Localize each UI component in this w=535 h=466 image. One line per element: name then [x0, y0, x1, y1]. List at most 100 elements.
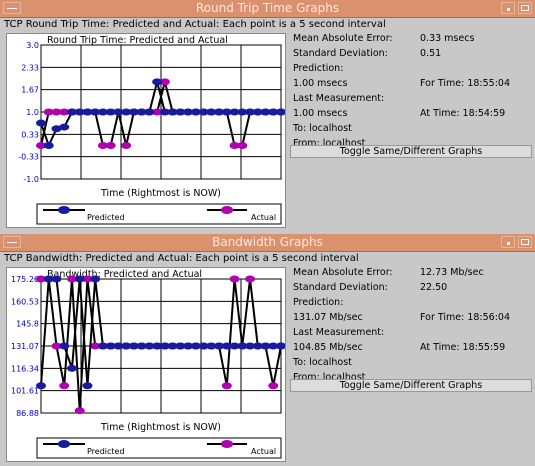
chart-title: Bandwidth: Predicted and Actual	[47, 269, 202, 280]
data-point-predicted	[74, 108, 85, 116]
graph-heading: TCP Bandwidth: Predicted and Actual: Eac…	[4, 253, 359, 264]
prediction-time: For Time: 18:55:04	[420, 78, 510, 89]
prediction-time: For Time: 18:56:04	[420, 312, 510, 323]
rtt-chart-svg: Round Trip Time: Predicted and Actual 3.0…	[18, 35, 285, 225]
data-point-actual	[82, 275, 93, 283]
data-point-predicted	[167, 342, 178, 350]
data-point-actual	[43, 108, 54, 116]
data-point-actual	[59, 382, 70, 390]
legend-label-predicted: Predicted	[87, 447, 125, 456]
y-tick-label: 116.34	[11, 364, 39, 373]
to-host: To: localhost	[293, 357, 352, 368]
bandwidth-chart-svg: Bandwidth: Predicted and Actual 175.26 160…	[11, 269, 285, 459]
data-point-actual	[221, 382, 232, 390]
data-point-predicted	[66, 364, 77, 372]
legend-box	[36, 437, 282, 459]
sd-label: Standard Deviation:	[293, 48, 388, 59]
data-point-predicted	[43, 142, 54, 149]
chart-title: Round Trip Time: Predicted and Actual	[47, 35, 228, 46]
data-point-predicted	[105, 108, 116, 116]
data-point-predicted	[260, 108, 271, 116]
minimize-icon[interactable]	[501, 236, 515, 248]
maximize-icon[interactable]	[518, 2, 532, 14]
window-menu-icon[interactable]	[3, 236, 21, 248]
legend-marker-predicted	[58, 440, 70, 448]
data-point-predicted	[190, 342, 201, 350]
data-point-predicted	[198, 108, 209, 116]
from-host: From: localhost	[293, 372, 366, 383]
mae-label: Mean Absolute Error:	[293, 33, 393, 44]
data-point-actual	[152, 108, 163, 116]
minimize-icon[interactable]	[501, 2, 515, 14]
data-point-predicted	[252, 342, 263, 350]
data-point-actual	[121, 142, 132, 149]
last-measurement-label: Last Measurement:	[293, 327, 385, 338]
last-measurement-time: At Time: 18:54:59	[420, 108, 506, 119]
y-tick-label: 3.0	[26, 41, 39, 50]
legend-marker-actual	[221, 440, 233, 448]
data-point-predicted	[97, 342, 108, 350]
rtt-chart: Round Trip Time: Predicted and Actual 3.0…	[6, 33, 286, 228]
sd-label: Standard Deviation:	[293, 282, 388, 293]
toggle-graphs-button[interactable]: Toggle Same/Different Graphs	[290, 379, 532, 392]
window-menu-icon[interactable]	[3, 2, 21, 14]
data-point-actual	[66, 275, 77, 283]
data-point-predicted	[268, 108, 279, 116]
data-point-predicted	[237, 342, 248, 350]
y-tick-label: -1.0	[23, 175, 39, 184]
data-point-predicted	[59, 342, 70, 350]
sd-value: 22.50	[420, 282, 448, 293]
data-point-predicted	[260, 342, 271, 350]
data-point-predicted	[183, 342, 194, 350]
data-point-predicted	[144, 108, 155, 116]
maximize-icon[interactable]	[518, 236, 532, 248]
data-point-actual	[51, 108, 62, 116]
data-point-predicted	[97, 108, 108, 116]
data-point-predicted	[136, 342, 147, 350]
data-point-actual	[245, 275, 256, 283]
legend-marker-actual	[221, 206, 233, 214]
data-point-predicted	[152, 342, 163, 350]
bandwidth-chart: Bandwidth: Predicted and Actual 175.26 160…	[6, 267, 286, 462]
last-measurement-time: At Time: 18:55:59	[420, 342, 506, 353]
data-point-predicted	[159, 342, 170, 350]
data-point-predicted	[175, 108, 186, 116]
last-measurement-value: 104.85 Mb/sec	[293, 342, 363, 353]
prediction-value: 131.07 Mb/sec	[293, 312, 363, 323]
legend-box	[36, 203, 282, 225]
graph-heading: TCP Round Trip Time: Predicted and Actua…	[4, 19, 386, 30]
data-point-actual	[59, 108, 70, 116]
title-bar[interactable]: Round Trip Time Graphs	[0, 0, 535, 18]
data-point-predicted	[276, 108, 285, 116]
data-point-predicted	[214, 342, 225, 350]
from-host: From: localhost	[293, 138, 366, 149]
title-bar[interactable]: Bandwidth Graphs	[0, 234, 535, 252]
data-point-predicted	[128, 342, 139, 350]
y-tick-label: 175.26	[11, 275, 39, 284]
legend-label-actual: Actual	[251, 447, 276, 456]
data-point-predicted	[90, 108, 101, 116]
data-point-actual	[229, 275, 240, 283]
data-point-predicted	[167, 108, 178, 116]
y-tick-label: 145.8	[16, 320, 39, 329]
data-point-predicted	[90, 275, 101, 283]
data-point-predicted	[221, 108, 232, 116]
x-axis-label: Time (Rightmost is NOW)	[100, 188, 221, 199]
mae-value: 12.73 Mb/sec	[420, 267, 484, 278]
y-tick-label: 131.07	[11, 342, 39, 351]
mae-label: Mean Absolute Error:	[293, 267, 393, 278]
data-point-predicted	[113, 108, 124, 116]
y-tick-label: 0.33	[21, 130, 39, 139]
sd-value: 0.51	[420, 48, 442, 59]
toggle-graphs-button[interactable]: Toggle Same/Different Graphs	[290, 145, 532, 158]
data-point-predicted	[43, 275, 54, 283]
round-trip-window: Round Trip Time Graphs TCP Round Trip Ti…	[0, 0, 535, 232]
data-point-predicted	[268, 342, 279, 350]
data-point-predicted	[105, 342, 116, 350]
y-tick-label: 2.33	[21, 63, 39, 72]
data-point-actual	[51, 342, 62, 350]
prediction-value: 1.00 msecs	[293, 78, 348, 89]
window-title: Bandwidth Graphs	[212, 235, 323, 249]
legend-label-predicted: Predicted	[87, 213, 125, 222]
last-measurement-value: 1.00 msecs	[293, 108, 348, 119]
